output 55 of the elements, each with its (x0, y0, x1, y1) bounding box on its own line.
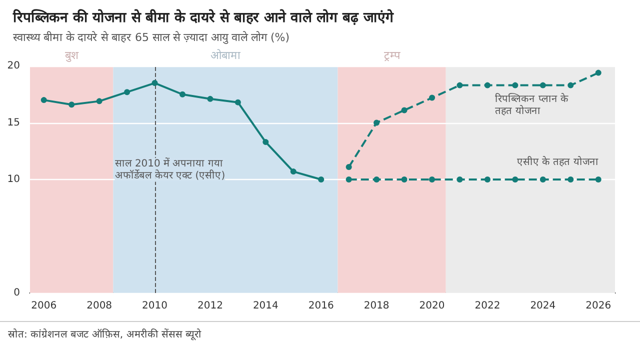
point (540, 82, 546, 88)
point (40, 97, 47, 104)
point (568, 176, 574, 182)
series-label: रिपब्लिकन प्लान के तहत योजना (495, 92, 569, 117)
point (262, 139, 269, 146)
y-tick-label: 15 (7, 117, 20, 128)
point (96, 98, 102, 104)
point (401, 176, 408, 182)
chart-subtitle: स्वास्थ्य बीमा के दायरे से बाहर 65 साल से ज़्यादा आयु वाले लोग (%) (13, 31, 290, 44)
point (429, 176, 436, 182)
x-tick-label: 2024 (530, 300, 556, 312)
x-tick-label: 2026 (586, 300, 612, 312)
point (152, 80, 158, 86)
y-tick-label: 0 (14, 288, 20, 298)
point (68, 102, 75, 108)
point (401, 107, 408, 114)
point (374, 120, 380, 126)
ref-line-label: साल 2010 में अपनाया गया अफॉर्डेबल केयर एक्ट (एसीए) (114, 157, 226, 182)
point (595, 176, 602, 182)
x-tick-label: 2020 (419, 300, 445, 312)
point (374, 176, 380, 182)
x-tick-label: 2008 (86, 300, 112, 312)
point (290, 168, 296, 175)
point (512, 82, 518, 88)
point (540, 176, 546, 182)
band-label: ट्रम्प (384, 49, 401, 62)
point (346, 176, 352, 182)
series-label: एसीए के तहत योजना (516, 156, 598, 168)
point (346, 164, 352, 170)
band-label: ओबामा (210, 49, 240, 62)
point (318, 176, 324, 182)
point (456, 82, 463, 88)
x-tick-label: 2016 (308, 300, 334, 312)
x-tick-label: 2022 (474, 300, 500, 312)
y-tick-label: 10 (7, 174, 20, 185)
band-label: बुश (65, 49, 80, 62)
point (179, 91, 186, 98)
chart-title: रिपब्लिकन की योजना से बीमा के दायरे से बाहर आने वाले लोग बढ़ जाएंगे (12, 9, 394, 26)
point (207, 96, 214, 102)
point (234, 99, 241, 106)
point (484, 176, 490, 182)
x-tick-label: 2012 (197, 300, 223, 312)
point (456, 176, 463, 182)
point (124, 89, 130, 96)
point (568, 82, 574, 88)
point (512, 176, 518, 182)
point (484, 82, 490, 88)
x-tick-label: 2010 (142, 300, 168, 312)
x-tick-label: 2018 (364, 300, 390, 312)
y-tick-label: 20 (7, 60, 20, 72)
text: स्रोत: कांग्रेशनल बजट ऑफ़िस, अमरीकी सेंसस ब्यूरो (8, 328, 202, 340)
point (429, 94, 436, 101)
point (595, 70, 602, 76)
x-tick-label: 2014 (252, 300, 278, 312)
x-tick-label: 2006 (31, 300, 57, 312)
